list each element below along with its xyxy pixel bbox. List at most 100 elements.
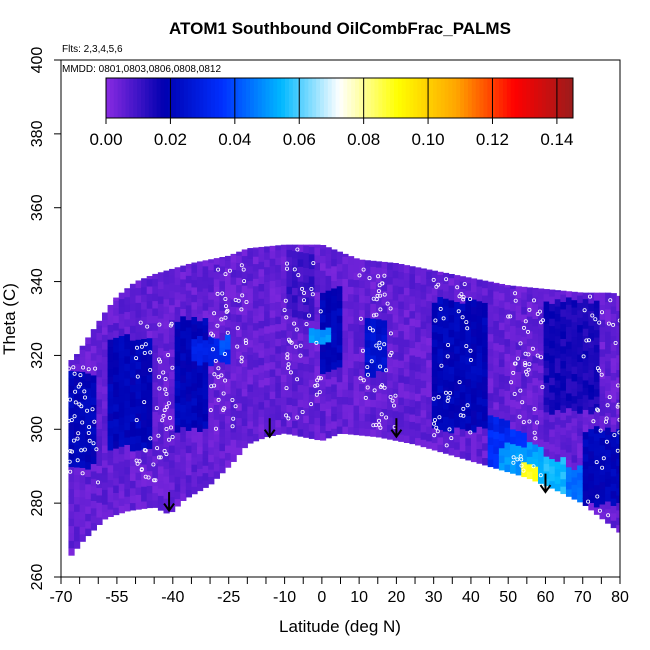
field-cell (303, 304, 310, 313)
field-cell (264, 399, 271, 408)
field-cell (180, 478, 187, 487)
flight-point (372, 388, 377, 393)
field-cell (68, 459, 75, 468)
flight-point (134, 345, 139, 350)
field-cell (213, 419, 220, 428)
field-cell (565, 318, 573, 327)
field-cell (470, 395, 478, 404)
field-cell (124, 503, 131, 512)
field-cell (286, 382, 293, 391)
field-cell (180, 492, 187, 501)
field-cell (459, 340, 466, 348)
field-cell (476, 396, 483, 405)
field-cell (258, 408, 265, 417)
field-cell (336, 374, 343, 383)
field-cell (208, 284, 215, 293)
field-cell (252, 307, 260, 316)
field-cell (275, 308, 282, 317)
field-cell (565, 311, 573, 320)
field-cell (487, 392, 494, 401)
field-cell (593, 447, 601, 456)
field-cell (163, 416, 170, 425)
field-cell (415, 393, 422, 402)
flight-point (524, 369, 529, 374)
field-cell (370, 347, 377, 356)
field-cell (504, 382, 511, 391)
colorbar-swatch (121, 78, 126, 118)
field-cell (258, 423, 265, 432)
field-cell (308, 423, 316, 432)
chart-title: ATOM1 Southbound OilCombFrac_PALMS (169, 19, 511, 38)
field-cell (185, 334, 193, 343)
field-cell (493, 379, 500, 388)
field-cell (610, 490, 617, 499)
field-cell (392, 388, 399, 397)
field-cell (174, 439, 181, 448)
field-cell (174, 328, 181, 337)
field-cell (79, 363, 86, 372)
field-cell (118, 320, 125, 329)
field-cell (79, 526, 86, 535)
field-cell (616, 369, 620, 378)
field-cell (280, 314, 288, 323)
field-cell (202, 406, 209, 415)
field-cell (610, 520, 617, 529)
field-cell (498, 285, 506, 294)
field-cell (174, 424, 181, 433)
field-cell (68, 370, 75, 379)
field-cell (353, 390, 360, 399)
field-cell (185, 430, 193, 439)
field-cell (118, 401, 125, 410)
field-cell (219, 465, 226, 474)
field-cell (381, 334, 388, 343)
field-cell (113, 455, 120, 464)
field-cell (85, 343, 92, 352)
flight-point (523, 363, 528, 368)
field-cell (476, 359, 483, 368)
field-cell (336, 418, 343, 427)
flight-point (300, 286, 305, 291)
field-cell (420, 402, 427, 411)
field-cell (526, 448, 534, 457)
field-cell (275, 330, 282, 339)
field-cell (258, 394, 265, 403)
field-cell (180, 389, 187, 398)
field-cell (610, 305, 617, 314)
field-cell (549, 332, 556, 341)
flight-point (239, 307, 244, 312)
field-cell (197, 328, 204, 336)
field-cell (392, 329, 399, 338)
field-cell (286, 271, 293, 280)
field-cell (213, 258, 220, 265)
flight-point (615, 448, 620, 453)
flight-point (522, 325, 527, 330)
field-cell (241, 329, 248, 338)
colorbar-swatch (421, 78, 426, 118)
flight-point (513, 291, 518, 296)
field-cell (476, 279, 483, 287)
field-cell (605, 316, 612, 325)
flight-point (76, 431, 81, 436)
field-cell (208, 461, 215, 470)
colorbar-swatch (269, 78, 274, 118)
field-cell (375, 326, 383, 335)
field-cell (113, 359, 120, 368)
field-cell (252, 256, 260, 265)
flight-point (613, 340, 618, 345)
field-cell (169, 496, 176, 505)
field-cell (236, 255, 243, 264)
field-cell (68, 481, 75, 490)
flight-point (286, 365, 291, 370)
field-cell (146, 485, 153, 494)
flight-point (81, 365, 86, 370)
field-cell (152, 278, 159, 287)
field-cell (146, 381, 153, 390)
field-cell (320, 329, 327, 338)
field-cell (269, 295, 276, 304)
flight-point (433, 318, 438, 323)
field-cell (230, 365, 237, 374)
field-cell (409, 303, 416, 312)
flight-point (212, 372, 217, 377)
field-cell (532, 421, 539, 430)
